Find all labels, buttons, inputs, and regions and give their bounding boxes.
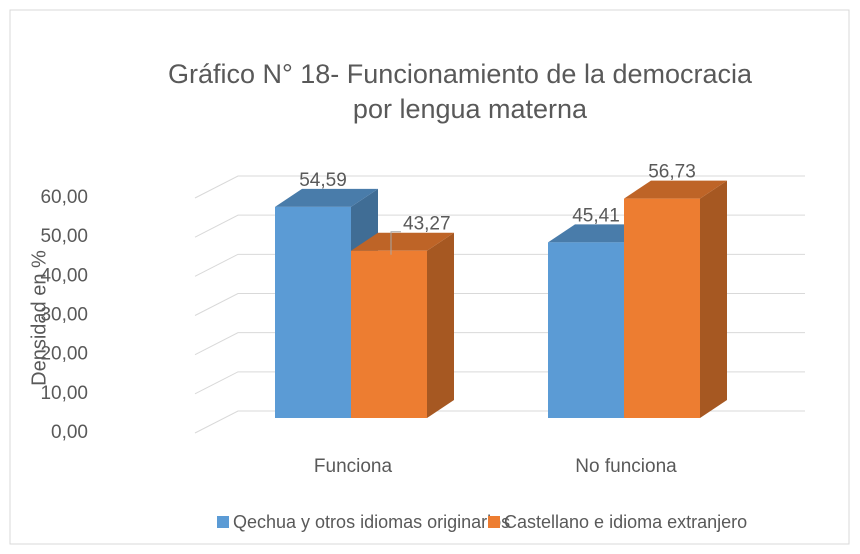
bar-front [548,242,624,418]
bar-front [275,206,351,418]
bar [624,180,727,418]
y-tick-label: 0,00 [51,422,88,443]
y-tick-label: 20,00 [40,344,88,365]
data-label: 43,27 [403,214,451,235]
legend-label: Qechua y otros idiomas originarios [233,512,510,532]
x-tick-label: No funciona [575,456,677,477]
bar-top [351,232,454,251]
data-label: 45,41 [572,205,620,226]
data-label: 56,73 [648,162,696,183]
leader-line [390,231,401,255]
bar-front [624,198,700,418]
bar [351,232,454,418]
chart-title-line: Gráfico N° 18- Funcionamiento de la demo… [168,59,753,89]
grid-line [194,175,805,199]
y-tick-label: 30,00 [40,305,88,326]
y-tick-label: 50,00 [40,226,88,247]
bar-top [275,188,378,207]
y-axis-label: Densidad en % [28,250,50,386]
legend-swatch [217,516,229,528]
chart-title-line: por lengua materna [353,94,588,124]
bar-side [427,232,454,418]
data-label: 54,59 [299,170,347,191]
y-tick-label: 40,00 [40,265,88,286]
x-tick-label: Funciona [314,456,393,477]
bar-top [624,180,727,199]
grid-line [194,214,805,238]
bar-front [351,250,427,418]
y-tick-label: 60,00 [40,187,88,208]
bar-side [700,180,727,418]
legend-swatch [488,516,500,528]
legend-label: Castellano e idioma extranjero [504,512,747,532]
y-tick-label: 10,00 [40,383,88,404]
